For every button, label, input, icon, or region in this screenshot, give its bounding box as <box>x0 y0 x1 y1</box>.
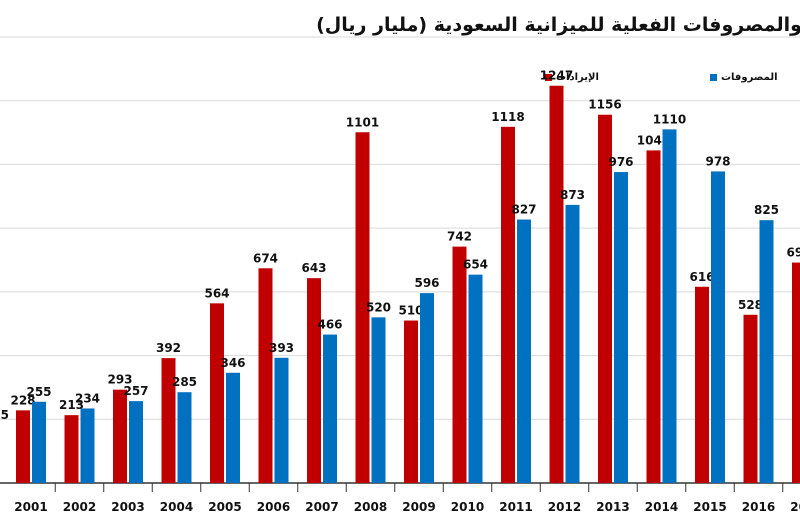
bar-expenditure-2010 <box>468 274 483 483</box>
data-label-revenue-2009: 510 <box>398 304 423 318</box>
data-label-expenditure-2016: 825 <box>754 203 779 217</box>
bar-expenditure-2005 <box>226 372 240 483</box>
x-tick-label-2006: 2006 <box>257 500 290 514</box>
bar-expenditure-2008 <box>371 317 386 483</box>
x-tick-label-2017: 2017 <box>790 500 800 514</box>
data-label-expenditure-2007: 466 <box>317 318 342 332</box>
x-tick-label-2011: 2011 <box>499 500 532 514</box>
data-label-expenditure-2006: 393 <box>269 341 294 355</box>
bar-expenditure-2001 <box>32 401 46 483</box>
legend-revenue-swatch <box>545 73 552 81</box>
chart-title: والمصروفات الفعلية للميزانية السعودية (م… <box>316 14 800 36</box>
x-tick-label-2001: 2001 <box>14 500 47 514</box>
x-tick-label-2004: 2004 <box>160 500 193 514</box>
data-label-revenue-2010: 742 <box>447 230 472 244</box>
data-label-expenditure-2002: 234 <box>75 391 100 405</box>
data-label-revenue-2006: 674 <box>253 251 278 265</box>
bar-revenue-2012 <box>549 85 564 484</box>
x-tick-label-2002: 2002 <box>63 500 96 514</box>
data-label-expenditure-2005: 346 <box>220 356 245 370</box>
data-label-revenue-2015: 616 <box>689 270 714 284</box>
bar-revenue-2016 <box>743 314 758 483</box>
bar-revenue-2011 <box>501 126 515 483</box>
bar-revenue-2017 <box>792 262 800 483</box>
x-tick-label-2015: 2015 <box>693 500 726 514</box>
x-tick-label-2007: 2007 <box>305 500 338 514</box>
edge-data-label: 35 <box>0 408 9 422</box>
bar-expenditure-2007 <box>323 334 337 483</box>
bar-expenditure-2016 <box>759 220 774 483</box>
data-label-revenue-2005: 564 <box>204 286 229 300</box>
x-tick-label-2014: 2014 <box>645 500 678 514</box>
legend-expenditure-swatch <box>710 73 717 81</box>
legend-revenue-label: الإيرادات <box>556 71 599 83</box>
bar-revenue-2009 <box>404 320 418 483</box>
bar-revenue-2001 <box>16 410 30 483</box>
bar-revenue-2010 <box>452 246 467 483</box>
bar-expenditure-2006 <box>274 357 289 483</box>
bar-revenue-2013 <box>598 114 612 483</box>
data-label-revenue-2012: 1247 <box>540 69 573 83</box>
x-tick-label-2009: 2009 <box>402 500 435 514</box>
data-label-expenditure-2014: 1110 <box>653 112 686 126</box>
bar-revenue-2004 <box>161 358 176 483</box>
x-tick-label-2008: 2008 <box>354 500 387 514</box>
bar-expenditure-2014 <box>662 129 677 483</box>
data-label-revenue-2011: 1118 <box>491 110 524 124</box>
bar-expenditure-2013 <box>614 172 628 483</box>
bar-revenue-2006 <box>258 268 273 483</box>
data-label-expenditure-2010: 654 <box>463 258 488 272</box>
data-label-revenue-2003: 293 <box>107 373 132 387</box>
data-label-expenditure-2015: 978 <box>705 154 730 168</box>
data-label-expenditure-2013: 976 <box>608 155 633 169</box>
bar-revenue-2003 <box>113 389 127 483</box>
bar-expenditure-2004 <box>177 392 192 483</box>
x-tick-label-2003: 2003 <box>111 500 144 514</box>
x-tick-label-2010: 2010 <box>451 500 484 514</box>
x-tick-label-2012: 2012 <box>548 500 581 514</box>
x-tick-label-2005: 2005 <box>208 500 241 514</box>
legend-revenue: الإيرادات <box>545 70 599 84</box>
bar-revenue-2008 <box>355 132 370 483</box>
bar-revenue-2005 <box>210 303 224 483</box>
bar-expenditure-2009 <box>420 293 434 483</box>
data-label-expenditure-2001: 255 <box>26 385 51 399</box>
bar-expenditure-2002 <box>80 408 95 483</box>
data-label-revenue-2017: 692 <box>786 246 800 260</box>
data-label-expenditure-2004: 285 <box>172 375 197 389</box>
data-label-revenue-2013: 1156 <box>588 98 621 112</box>
bar-revenue-2002 <box>64 415 79 483</box>
legend-expenditure-label: المصروفات <box>721 71 778 83</box>
bar-expenditure-2015 <box>711 171 725 484</box>
bar-expenditure-2012 <box>565 204 580 483</box>
bar-revenue-2014 <box>646 150 661 483</box>
bar-expenditure-2003 <box>129 401 143 483</box>
bar-revenue-2015 <box>695 286 709 483</box>
data-label-revenue-2002: 213 <box>59 398 84 412</box>
x-tick-label-2016: 2016 <box>742 500 775 514</box>
data-label-expenditure-2003: 257 <box>123 384 148 398</box>
bar-revenue-2007 <box>307 278 321 483</box>
data-label-expenditure-2011: 827 <box>511 203 536 217</box>
x-tick-label-2013: 2013 <box>596 500 629 514</box>
data-label-expenditure-2012: 873 <box>560 188 585 202</box>
data-label-revenue-2016: 528 <box>738 298 763 312</box>
data-label-revenue-2008: 1101 <box>346 115 379 129</box>
data-label-revenue-2004: 392 <box>156 341 181 355</box>
data-label-revenue-2007: 643 <box>301 261 326 275</box>
data-label-revenue-2001: 228 <box>10 393 35 407</box>
data-label-expenditure-2008: 520 <box>366 300 391 314</box>
data-label-revenue-2014: 1044 <box>637 133 670 147</box>
legend-expenditure: المصروفات <box>710 70 778 84</box>
data-label-expenditure-2009: 596 <box>414 276 439 290</box>
bar-expenditure-2011 <box>517 219 531 483</box>
